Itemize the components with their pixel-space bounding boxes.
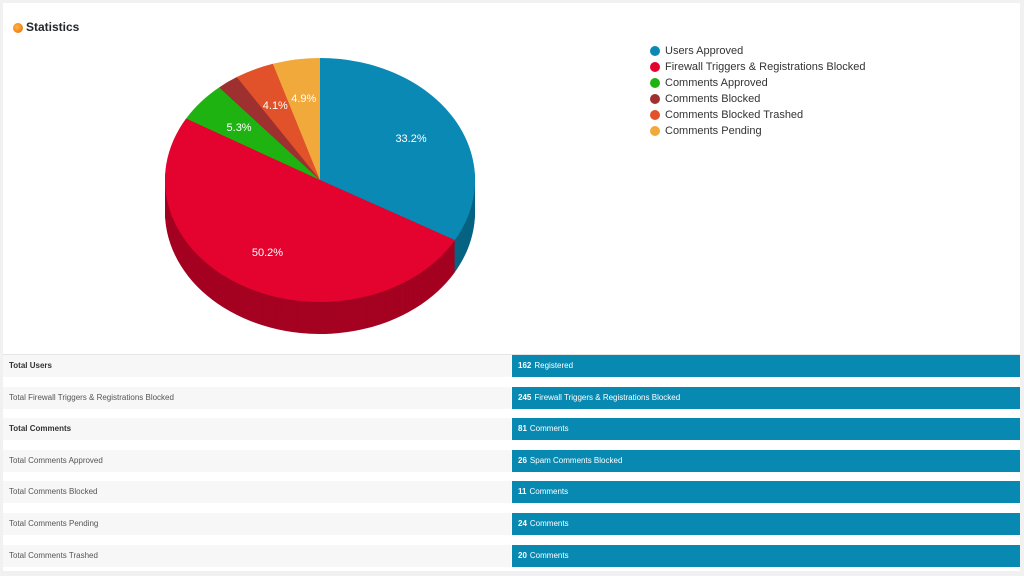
table-row: Total Comments Approved 26 Spam Comments B…: [3, 449, 1020, 472]
row-text: Comments: [529, 424, 569, 434]
row-label: Total Comments Pending: [3, 512, 511, 535]
pie-slice-2[interactable]: [186, 87, 320, 180]
chart-legend: Users Approved Firewall Triggers & Regist…: [650, 43, 866, 139]
slice-label: 33.2%: [395, 133, 426, 145]
orange-icon: [13, 23, 23, 33]
table-row: Total Comments 81 Comments: [3, 418, 1020, 441]
pie-slice-5[interactable]: [272, 58, 320, 180]
row-count: 24: [518, 518, 527, 528]
legend-item[interactable]: Comments Approved: [650, 75, 866, 91]
legend-dot-icon: [650, 46, 660, 56]
legend-item[interactable]: Users Approved: [650, 43, 866, 59]
legend-dot-icon: [650, 126, 660, 136]
row-label: Total Comments: [3, 418, 511, 441]
statistics-table: Total Users 162 Registered Total Firewall T…: [3, 354, 1020, 576]
legend-dot-icon: [650, 78, 660, 88]
row-label: Total Firewall Triggers & Registrations …: [3, 386, 511, 409]
table-row: Total Comments Blocked 11 Comments: [3, 481, 1020, 504]
row-text: Comments: [529, 550, 569, 560]
slice-label: 50.2%: [252, 247, 283, 259]
statistics-header: Statistics: [13, 20, 79, 34]
page-title: Statistics: [26, 20, 80, 34]
row-count: 245: [518, 392, 532, 402]
row-text: Comments: [529, 487, 569, 497]
row-label: Total Comments Blocked: [3, 481, 511, 504]
row-text: Spam Comments Blocked: [529, 455, 623, 465]
legend-item[interactable]: Firewall Triggers & Registrations Blocke…: [650, 59, 866, 75]
statistics-panel: Statistics 33.2% 50.2% 5.3% 4.1% 4.9% Users …: [3, 3, 1020, 571]
legend-dot-icon: [650, 94, 660, 104]
row-count: 11: [518, 487, 527, 497]
legend-label: Comments Blocked Trashed: [665, 109, 804, 121]
row-text: Registered: [534, 361, 574, 370]
legend-dot-icon: [650, 110, 660, 120]
pie-slice-1[interactable]: [164, 118, 455, 303]
row-value: 245 Firewall Triggers & Registrations Blo…: [512, 386, 1020, 409]
row-text: Comments: [529, 518, 569, 528]
row-count: 26: [518, 455, 527, 465]
legend-label: Users Approved: [665, 45, 744, 57]
pie-slice-0[interactable]: [320, 58, 475, 241]
table-row: Total Comments Trashed 20 Comments: [3, 544, 1020, 567]
legend-item[interactable]: Comments Pending: [650, 123, 866, 139]
row-label: Total Comments Approved: [3, 449, 511, 472]
legend-label: Comments Pending: [665, 125, 762, 137]
pie-slice-4[interactable]: [236, 63, 320, 180]
row-text: Firewall Triggers & Registrations Blocke…: [534, 392, 681, 402]
row-count: 162: [518, 361, 532, 370]
table-row: Total Comments Pending 24 Comments: [3, 512, 1020, 535]
legend-label: Comments Blocked: [665, 93, 761, 105]
row-value: 81 Comments: [512, 418, 1020, 441]
row-label: Total Users: [3, 355, 511, 377]
row-value: 20 Comments: [512, 544, 1020, 567]
row-value: 24 Comments: [512, 512, 1020, 535]
legend-item[interactable]: Comments Blocked: [650, 91, 866, 107]
legend-dot-icon: [650, 62, 660, 72]
legend-label: Firewall Triggers & Registrations Blocke…: [665, 61, 866, 73]
table-row: Total Users 162 Registered: [3, 354, 1020, 377]
row-value: 11 Comments: [512, 481, 1020, 504]
slice-label: 5.3%: [227, 122, 252, 134]
row-value: 162 Registered: [512, 355, 1020, 377]
pie-slice-3[interactable]: [219, 77, 320, 180]
pie-chart: 33.2% 50.2% 5.3% 4.1%4.9%: [164, 58, 475, 335]
row-count: 20: [518, 550, 527, 560]
slice-label: 4.9%: [291, 93, 316, 105]
row-count: 81: [518, 424, 527, 434]
slice-label: 4.1%: [263, 100, 288, 112]
row-label: Total Comments Trashed: [3, 544, 511, 567]
legend-item[interactable]: Comments Blocked Trashed: [650, 107, 866, 123]
row-value: 26 Spam Comments Blocked: [512, 449, 1020, 472]
table-row: Total Firewall Triggers & Registrations …: [3, 386, 1020, 409]
legend-label: Comments Approved: [665, 77, 768, 89]
